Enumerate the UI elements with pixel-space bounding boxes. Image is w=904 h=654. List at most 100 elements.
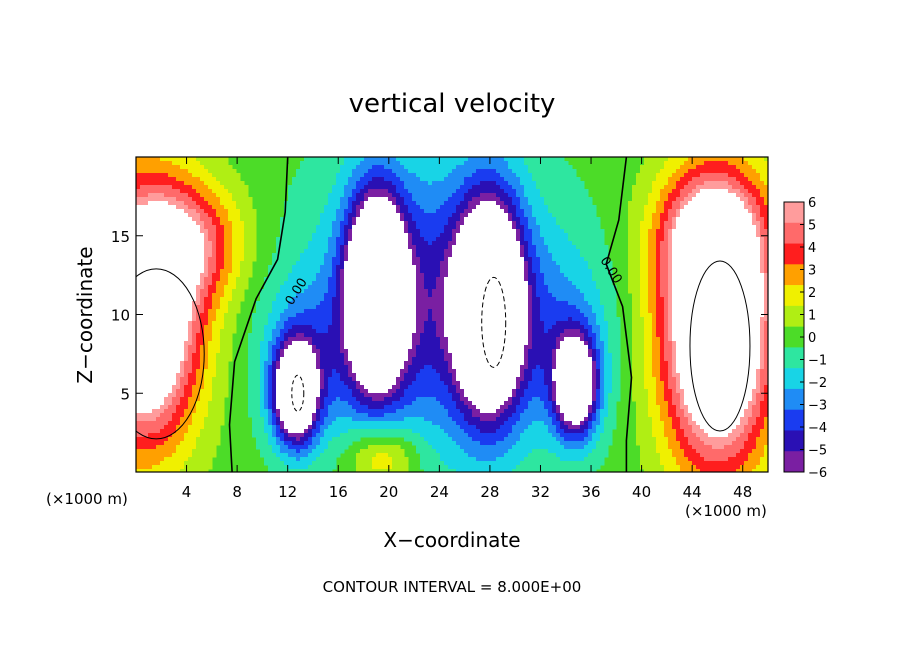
field-cell [352,201,357,206]
field-cell [192,201,197,206]
field-cell [536,157,541,162]
field-cell [688,237,693,242]
field-cell [388,237,393,242]
field-cell [404,185,409,190]
field-cell [228,257,233,262]
field-cell [288,217,293,222]
field-cell [432,229,437,234]
field-cell [380,161,385,166]
field-cell [200,217,205,222]
field-cell [408,181,413,186]
field-cell [532,277,537,282]
field-cell [468,169,473,174]
field-cell [544,165,549,170]
field-cell [556,281,561,286]
field-cell [200,181,205,186]
field-cell [756,169,761,174]
field-cell [668,201,673,206]
field-cell [648,257,653,262]
field-cell [672,261,677,266]
field-cell [700,157,705,162]
field-cell [400,229,405,234]
field-cell [536,293,541,298]
field-cell [348,213,353,218]
field-cell [568,205,573,210]
field-cell [448,237,453,242]
field-cell [464,233,469,238]
field-cell [744,173,749,178]
field-cell [312,293,317,298]
field-cell [224,241,229,246]
field-cell [720,201,725,206]
field-cell [204,157,209,162]
field-cell [688,201,693,206]
field-cell [216,293,221,298]
field-cell [448,289,453,294]
field-cell [632,217,637,222]
field-cell [340,209,345,214]
field-cell [140,169,145,174]
field-cell [344,257,349,262]
field-cell [496,265,501,270]
field-cell [516,293,521,298]
field-cell [316,177,321,182]
field-cell [688,225,693,230]
field-cell [556,189,561,194]
field-cell [408,189,413,194]
field-cell [660,289,665,294]
field-cell [492,285,497,290]
field-cell [164,193,169,198]
field-cell [380,221,385,226]
field-cell [708,217,713,222]
field-cell [664,221,669,226]
field-cell [764,157,768,162]
field-cell [332,253,337,258]
field-cell [504,165,509,170]
field-cell [160,221,165,226]
field-cell [764,209,768,214]
field-cell [404,265,409,270]
field-cell [664,165,669,170]
field-cell [488,205,493,210]
field-cell [228,245,233,250]
field-cell [220,209,225,214]
field-cell [188,225,193,230]
field-cell [168,189,173,194]
field-cell [412,189,417,194]
field-cell [172,289,177,294]
field-cell [404,257,409,262]
field-cell [764,229,768,234]
field-cell [504,193,509,198]
field-cell [628,213,633,218]
field-cell [336,245,341,250]
field-cell [660,181,665,186]
field-cell [456,249,461,254]
field-cell [700,225,705,230]
field-cell [460,285,465,290]
field-cell [360,189,365,194]
field-cell [348,209,353,214]
field-cell [360,177,365,182]
field-cell [300,169,305,174]
field-cell [496,233,501,238]
field-cell [728,237,733,242]
field-cell [536,189,541,194]
field-cell [136,277,141,282]
field-cell [348,161,353,166]
field-cell [520,213,525,218]
field-cell [456,265,461,270]
field-cell [328,277,333,282]
field-cell [224,229,229,234]
field-cell [596,245,601,250]
field-cell [428,277,433,282]
field-cell [512,213,517,218]
field-cell [548,257,553,262]
field-cell [508,177,513,182]
field-cell [504,249,509,254]
field-cell [304,269,309,274]
field-cell [704,197,709,202]
field-cell [344,261,349,266]
field-cell [516,181,521,186]
field-cell [284,285,289,290]
field-cell [596,281,601,286]
